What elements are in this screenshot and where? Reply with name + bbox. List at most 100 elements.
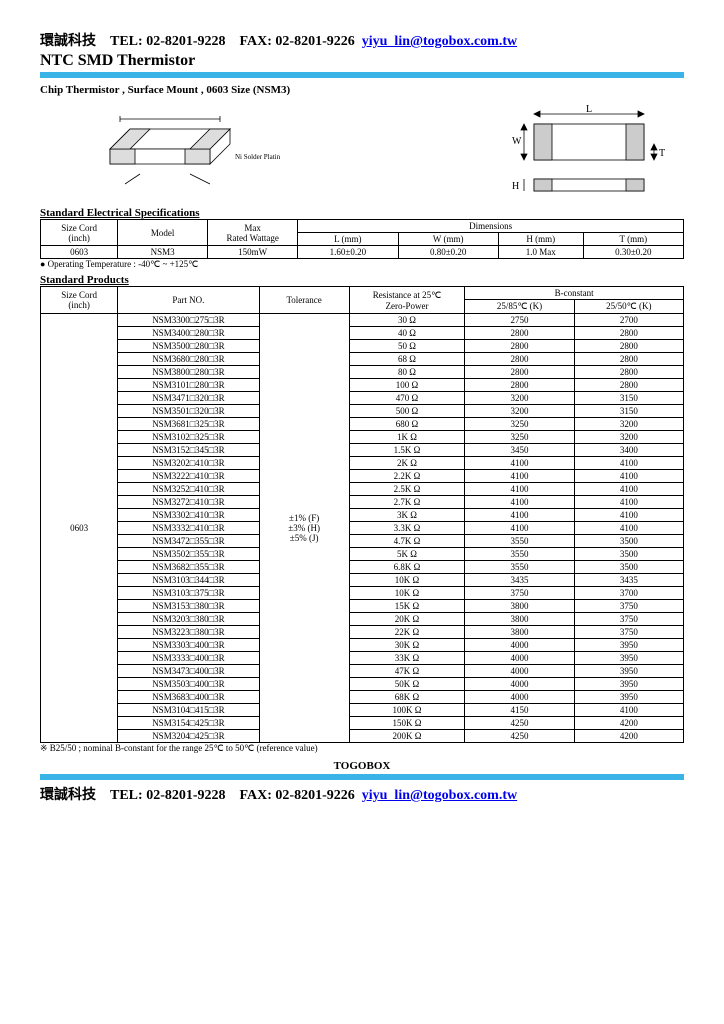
cell-b2: 4100 bbox=[574, 496, 683, 509]
divider-bar bbox=[40, 72, 684, 78]
cell-resistance: 30K Ω bbox=[349, 639, 465, 652]
cell-partno: NSM3272□410□3R bbox=[118, 496, 259, 509]
cell-resistance: 100K Ω bbox=[349, 704, 465, 717]
cell-b1: 3550 bbox=[465, 561, 574, 574]
email-link[interactable]: yiyu_lin@togobox.com.tw bbox=[362, 34, 517, 49]
col-model: Model bbox=[118, 220, 208, 246]
table-row: NSM3203□380□3R20K Ω38003750 bbox=[41, 613, 684, 626]
cell-b1: 3250 bbox=[465, 431, 574, 444]
table-row: NSM3202□410□3R2K Ω41004100 bbox=[41, 457, 684, 470]
spec-table: Size Cord (inch) Model Max Rated Wattage… bbox=[40, 219, 684, 259]
cell-b1: 4000 bbox=[465, 691, 574, 704]
cell-b2: 3750 bbox=[574, 613, 683, 626]
cell-b2: 3200 bbox=[574, 431, 683, 444]
operating-temp-note: ● Operating Temperature : -40℃ ~ +125℃ bbox=[40, 259, 684, 270]
cell-b1: 2800 bbox=[465, 327, 574, 340]
cell-resistance: 1.5K Ω bbox=[349, 444, 465, 457]
cell-b1: 3550 bbox=[465, 535, 574, 548]
cell-resistance: 500 Ω bbox=[349, 405, 465, 418]
table-row: NSM3503□400□3R50K Ω40003950 bbox=[41, 678, 684, 691]
cell-resistance: 50K Ω bbox=[349, 678, 465, 691]
col-bconstant: B-constant bbox=[465, 287, 684, 300]
cell-resistance: 22K Ω bbox=[349, 626, 465, 639]
divider-bar-bottom bbox=[40, 774, 684, 780]
cell-b2: 4100 bbox=[574, 470, 683, 483]
cell-resistance: 2K Ω bbox=[349, 457, 465, 470]
col-H: H (mm) bbox=[498, 233, 583, 246]
cell-partno: NSM3683□400□3R bbox=[118, 691, 259, 704]
cell-resistance: 10K Ω bbox=[349, 587, 465, 600]
svg-text:H: H bbox=[512, 181, 519, 192]
cell-b1: 3200 bbox=[465, 405, 574, 418]
cell-b2: 4100 bbox=[574, 483, 683, 496]
cell-b1: 3800 bbox=[465, 600, 574, 613]
cell-partno: NSM3102□325□3R bbox=[118, 431, 259, 444]
cell-b1: 2800 bbox=[465, 366, 574, 379]
cell-b2: 3500 bbox=[574, 535, 683, 548]
cell-resistance: 15K Ω bbox=[349, 600, 465, 613]
cell-b2: 2800 bbox=[574, 379, 683, 392]
cell-partno: NSM3103□344□3R bbox=[118, 574, 259, 587]
table-row: NSM3222□410□3R2.2K Ω41004100 bbox=[41, 470, 684, 483]
table-row: NSM3502□355□3R5K Ω35503500 bbox=[41, 548, 684, 561]
cell-b1: 4100 bbox=[465, 509, 574, 522]
cell-partno: NSM3202□410□3R bbox=[118, 457, 259, 470]
cell-partno: NSM3203□380□3R bbox=[118, 613, 259, 626]
company-name: 環誠科技 bbox=[40, 788, 96, 803]
cell-resistance: 4.7K Ω bbox=[349, 535, 465, 548]
col-resistance: Resistance at 25℃ Zero-Power bbox=[349, 287, 465, 314]
cell-b2: 3435 bbox=[574, 574, 683, 587]
cell-b2: 3500 bbox=[574, 561, 683, 574]
table-row: NSM3102□325□3R1K Ω32503200 bbox=[41, 431, 684, 444]
cell-partno: NSM3400□280□3R bbox=[118, 327, 259, 340]
svg-text:W: W bbox=[512, 136, 522, 147]
cell-watt: 150mW bbox=[208, 246, 298, 259]
table-row: NSM3682□355□3R6.8K Ω35503500 bbox=[41, 561, 684, 574]
tel-number: 02-8201-9228 bbox=[146, 34, 225, 49]
col-L: L (mm) bbox=[298, 233, 398, 246]
cell-b1: 3435 bbox=[465, 574, 574, 587]
products-section-heading: Standard Products bbox=[40, 274, 684, 286]
cell-partno: NSM3333□400□3R bbox=[118, 652, 259, 665]
tel-label: TEL: bbox=[110, 34, 143, 49]
page-subtitle: Chip Thermistor , Surface Mount , 0603 S… bbox=[40, 84, 684, 96]
cell-b1: 3750 bbox=[465, 587, 574, 600]
cell-resistance: 3.3K Ω bbox=[349, 522, 465, 535]
cell-partno: NSM3503□400□3R bbox=[118, 678, 259, 691]
table-row: NSM3681□325□3R680 Ω32503200 bbox=[41, 418, 684, 431]
table-row: NSM3473□400□3R47K Ω40003950 bbox=[41, 665, 684, 678]
cell-W: 0.80±0.20 bbox=[398, 246, 498, 259]
cell-b2: 3950 bbox=[574, 678, 683, 691]
table-row: NSM3500□280□3R50 Ω28002800 bbox=[41, 340, 684, 353]
cell-b2: 3950 bbox=[574, 639, 683, 652]
email-link[interactable]: yiyu_lin@togobox.com.tw bbox=[362, 788, 517, 803]
cell-b1: 2800 bbox=[465, 340, 574, 353]
cell-b1: 4100 bbox=[465, 470, 574, 483]
cell-b2: 2700 bbox=[574, 314, 683, 327]
cell-b1: 2800 bbox=[465, 353, 574, 366]
footnote: ※ B25/50 ; nominal B-constant for the ra… bbox=[40, 743, 684, 754]
cell-size: 0603 bbox=[41, 314, 118, 743]
cell-partno: NSM3302□410□3R bbox=[118, 509, 259, 522]
cell-partno: NSM3103□375□3R bbox=[118, 587, 259, 600]
cell-partno: NSM3500□280□3R bbox=[118, 340, 259, 353]
table-row: NSM3333□400□3R33K Ω40003950 bbox=[41, 652, 684, 665]
cell-partno: NSM3681□325□3R bbox=[118, 418, 259, 431]
cell-b1: 3800 bbox=[465, 613, 574, 626]
col-dimensions: Dimensions bbox=[298, 220, 684, 233]
col-partno: Part NO. bbox=[118, 287, 259, 314]
cell-resistance: 10K Ω bbox=[349, 574, 465, 587]
cell-T: 0.30±0.20 bbox=[583, 246, 683, 259]
table-row: NSM3302□410□3R3K Ω41004100 bbox=[41, 509, 684, 522]
cell-partno: NSM3204□425□3R bbox=[118, 730, 259, 743]
table-row: NSM3204□425□3R200K Ω42504200 bbox=[41, 730, 684, 743]
cell-b2: 3200 bbox=[574, 418, 683, 431]
table-row: NSM3223□380□3R22K Ω38003750 bbox=[41, 626, 684, 639]
cell-resistance: 2.7K Ω bbox=[349, 496, 465, 509]
table-row: NSM3332□410□3R3.3K Ω41004100 bbox=[41, 522, 684, 535]
cell-b2: 4100 bbox=[574, 509, 683, 522]
fax-label: FAX: bbox=[240, 34, 272, 49]
cell-b2: 4100 bbox=[574, 704, 683, 717]
cell-b2: 4200 bbox=[574, 717, 683, 730]
cell-b2: 3950 bbox=[574, 691, 683, 704]
